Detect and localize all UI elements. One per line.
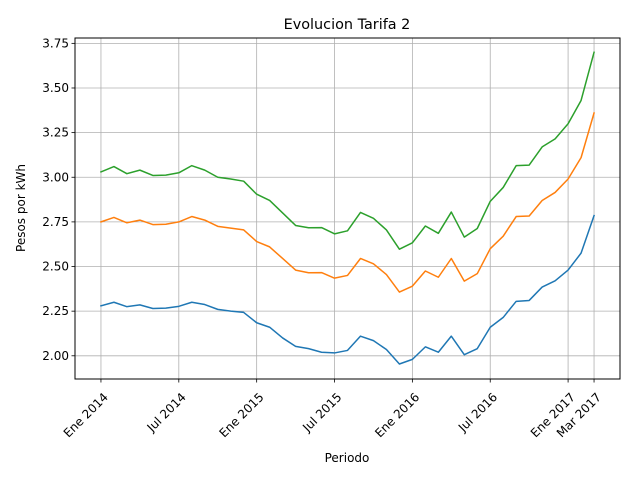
y-tick-label: 2.50: [42, 260, 69, 274]
x-axis-label: Periodo: [325, 451, 370, 465]
series-line-3: [99, 51, 595, 250]
y-tick-label: 3.75: [42, 36, 69, 50]
plot-area-frame: [74, 37, 621, 380]
y-tick-label: 3.25: [42, 126, 69, 140]
series-line-1: [100, 214, 596, 365]
y-axis-label: Pesos por kWh: [14, 164, 28, 252]
y-tick-label: 2.25: [42, 304, 69, 318]
y-tick-label: 2.75: [42, 215, 69, 229]
series-line-2: [99, 112, 595, 293]
y-tick-label: 3.00: [42, 170, 69, 184]
y-axis: 2.00 2.25 2.50 2.75 3.00 3.25 3.50 3.75: [42, 36, 75, 363]
y-tick-label: 2.00: [42, 349, 69, 363]
y-tick-label: 3.50: [42, 81, 69, 95]
chart-title: Evolucion Tarifa 2: [284, 17, 411, 33]
data-series: [99, 51, 596, 365]
